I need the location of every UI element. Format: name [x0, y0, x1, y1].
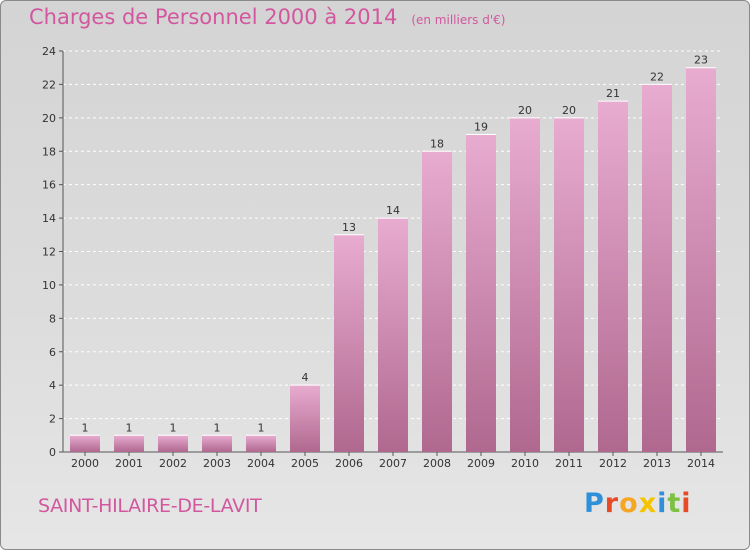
data-label: 19	[474, 121, 488, 134]
y-tick-label: 12	[42, 246, 56, 259]
data-label: 1	[170, 421, 177, 434]
data-label: 1	[258, 421, 265, 434]
y-tick-label: 22	[42, 78, 56, 91]
bar	[246, 435, 276, 452]
chart-subtitle: (en milliers d'€)	[411, 13, 506, 27]
x-tick-label: 2002	[159, 457, 187, 470]
data-label: 1	[82, 421, 89, 434]
bar	[334, 234, 364, 452]
bar	[202, 435, 232, 452]
x-tick-label: 2012	[599, 457, 627, 470]
x-tick-label: 2001	[115, 457, 143, 470]
x-tick-label: 2003	[203, 457, 231, 470]
x-tick-label: 2005	[291, 457, 319, 470]
y-tick-label: 8	[49, 312, 56, 325]
chart-title: Charges de Personnel 2000 à 2014	[29, 5, 398, 29]
logo-letter: o	[619, 488, 639, 519]
y-tick-label: 0	[49, 446, 56, 459]
data-label: 13	[342, 221, 356, 234]
x-tick-label: 2014	[687, 457, 715, 470]
x-tick-label: 2011	[555, 457, 583, 470]
y-tick-label: 20	[42, 112, 56, 125]
x-tick-label: 2006	[335, 457, 363, 470]
bar	[158, 435, 188, 452]
title-row: Charges de Personnel 2000 à 2014 (en mill…	[29, 5, 505, 29]
logo-letter: t	[667, 488, 682, 519]
x-tick-labels: 2000 2001 2002 2003 2004 2005 2006 2007 2008 2009…	[71, 457, 715, 470]
bars	[70, 67, 716, 453]
data-label: 21	[606, 87, 620, 100]
y-tick-label: 16	[42, 179, 56, 192]
x-tick-label: 2009	[467, 457, 495, 470]
x-tick-label: 2004	[247, 457, 275, 470]
data-label: 1	[126, 421, 133, 434]
data-label: 20	[562, 104, 576, 117]
logo-letter: i	[681, 488, 692, 519]
bar	[554, 117, 584, 452]
bar	[114, 435, 144, 452]
data-label: 23	[694, 54, 708, 67]
y-tick-label: 10	[42, 279, 56, 292]
y-tick-label: 18	[42, 145, 56, 158]
x-tick-label: 2000	[71, 457, 99, 470]
data-label: 18	[430, 137, 444, 150]
bar	[422, 151, 452, 452]
x-tick-label: 2007	[379, 457, 407, 470]
y-tick-label: 2	[49, 413, 56, 426]
bar	[510, 117, 540, 452]
bar	[466, 134, 496, 452]
bar	[598, 101, 628, 452]
data-label: 20	[518, 104, 532, 117]
logo-letter: i	[657, 488, 668, 519]
x-tick-label: 2013	[643, 457, 671, 470]
y-tick-label: 6	[49, 346, 56, 359]
y-tick-label: 4	[49, 379, 56, 392]
data-label: 1	[214, 421, 221, 434]
bar	[290, 385, 320, 452]
x-tick-label: 2010	[511, 457, 539, 470]
proxiti-logo[interactable]: Proxiti	[584, 488, 692, 519]
data-label: 4	[302, 371, 309, 384]
data-label: 22	[650, 70, 664, 83]
commune-name: SAINT-HILAIRE-DE-LAVIT	[38, 495, 262, 517]
y-tick-label: 14	[42, 212, 56, 225]
logo-letter: x	[638, 488, 658, 519]
bar	[378, 218, 408, 452]
bar	[642, 84, 672, 453]
data-label: 14	[386, 204, 400, 217]
x-tick-label: 2008	[423, 457, 451, 470]
logo-letter: r	[604, 488, 620, 519]
y-tick-label: 24	[42, 45, 56, 58]
logo-letter: P	[584, 488, 605, 519]
bar	[686, 67, 716, 452]
bar	[70, 435, 100, 452]
